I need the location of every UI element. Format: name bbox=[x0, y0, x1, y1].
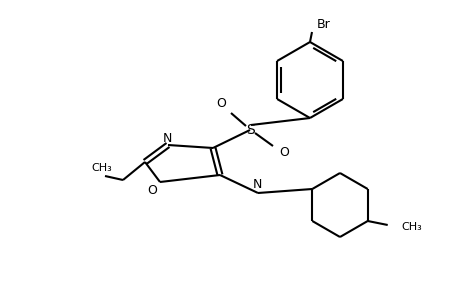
Text: O: O bbox=[216, 97, 225, 110]
Text: CH₃: CH₃ bbox=[91, 163, 112, 173]
Text: N: N bbox=[252, 178, 261, 191]
Text: CH₃: CH₃ bbox=[401, 222, 421, 232]
Text: S: S bbox=[246, 123, 255, 137]
Text: O: O bbox=[279, 146, 288, 158]
Text: N: N bbox=[162, 131, 171, 145]
Text: Br: Br bbox=[316, 17, 330, 31]
Text: O: O bbox=[147, 184, 157, 196]
